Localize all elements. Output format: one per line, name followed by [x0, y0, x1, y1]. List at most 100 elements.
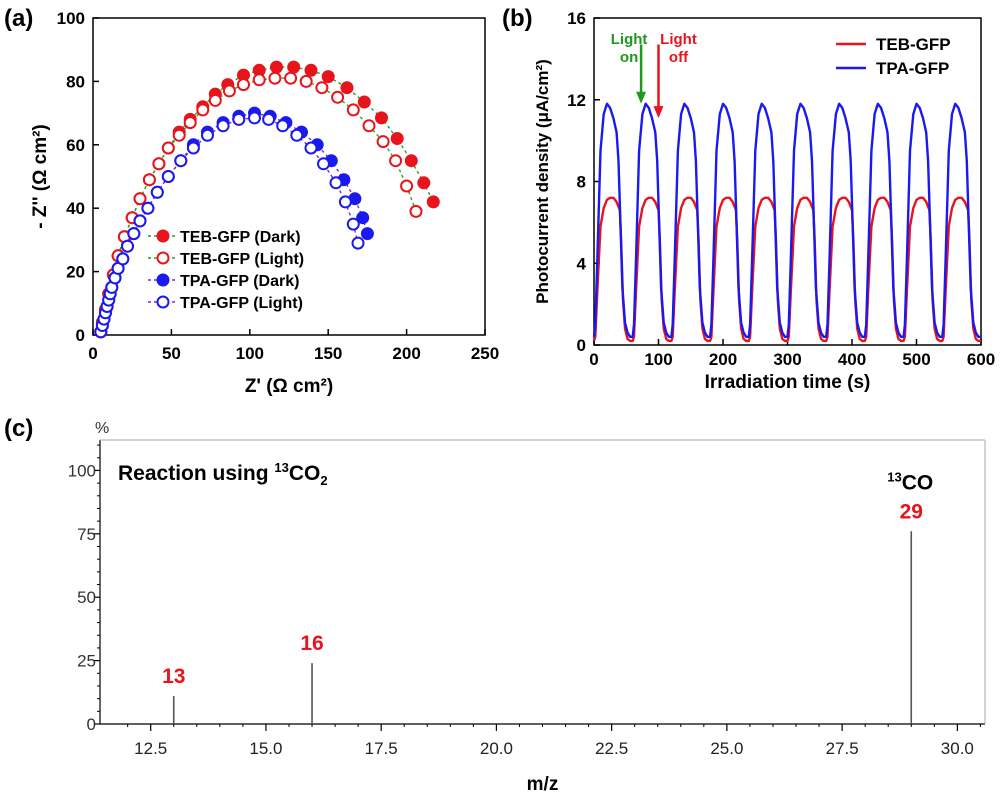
- panel-b-x-tick-label: 200: [709, 350, 737, 369]
- panel-a-series-0-point: [304, 63, 318, 77]
- panel-a-x-tick-label: 250: [471, 344, 499, 363]
- panel-a-y-axis-title: - Z'' (Ω cm²): [30, 124, 51, 228]
- panel-a-series-3-point: [150, 185, 164, 199]
- panel-a-series-1-point: [346, 103, 360, 117]
- panel-a-series-2-point: [360, 227, 374, 241]
- panel-b-x-tick-label: 400: [838, 350, 866, 369]
- panel-a-legend-label: TEB-GFP (Dark): [180, 229, 301, 246]
- panel-a-y-tick-label: 80: [66, 72, 85, 91]
- panel-a-series-1-point: [172, 128, 186, 142]
- panel-b-y-axis-title: Photocurrent density (μA/cm²): [533, 59, 552, 304]
- panel-a-series-1-point: [362, 119, 376, 133]
- panel-a-y-tick-label: 100: [57, 9, 85, 28]
- panel-b-y-tick-label: 0: [577, 336, 586, 355]
- panel-a-legend-marker: [156, 251, 170, 265]
- panel-c-title: Reaction using 13CO2: [118, 460, 328, 488]
- panel-a-series-1-point: [400, 179, 414, 193]
- panel-c-y-tick-label: 25: [77, 652, 96, 671]
- panel-c-y-unit-label: %: [95, 420, 109, 437]
- panel-a-label: (a): [4, 5, 33, 32]
- panel-a-x-tick-label: 50: [162, 344, 181, 363]
- panel-a-series-3-point: [329, 176, 343, 190]
- panel-a-y-tick-label: 20: [66, 263, 85, 282]
- panel-b-series-1-line: [592, 102, 981, 338]
- panel-a-series-1-point: [208, 93, 222, 107]
- panel-b-x-axis-title: Irradiation time (s): [705, 372, 871, 393]
- panel-a-series-0-point: [321, 70, 335, 84]
- panel-a-series-0-point: [340, 81, 354, 95]
- panel-c-x-tick-label: 30.0: [941, 739, 974, 758]
- panel-a-series-2-point: [356, 211, 370, 225]
- panel-c-x-axis-title: m/z: [527, 774, 559, 795]
- panel-c-x-tick-label: 22.5: [595, 739, 628, 758]
- panel-c-title-prefix: Reaction using: [118, 462, 274, 485]
- panel-a-series-0-point: [390, 132, 404, 145]
- panel-a-series-3-point: [248, 111, 261, 125]
- panel-a-series-3-point: [290, 128, 304, 142]
- panel-a-series-0-point: [404, 154, 418, 168]
- panel-a-series-3-point: [161, 170, 175, 183]
- panel-b-x-tick-label: 300: [773, 350, 801, 369]
- panel-a-x-tick-label: 100: [236, 344, 264, 363]
- panel-c-peak-label: 13: [162, 665, 185, 688]
- panel-a-series-1-point: [409, 204, 423, 218]
- panel-b-annotation-arrow-head: [636, 91, 647, 104]
- panel-a-series-3-point: [232, 112, 246, 126]
- panel-c-x-tick-label: 20.0: [480, 739, 513, 758]
- panel-c-y-tick-label: 0: [87, 715, 96, 734]
- panel-a-series-1-point: [222, 84, 236, 98]
- panel-a-series-3-point: [174, 154, 188, 168]
- panel-a-x-tick-label: 0: [88, 344, 97, 363]
- panel-a-series-3-point: [216, 119, 230, 133]
- panel-a-series-3-point: [346, 217, 360, 231]
- panel-c-label: (c): [4, 415, 33, 442]
- panel-b-annotation-label: Light: [611, 31, 648, 48]
- panel-b-annotation-arrow-head: [653, 106, 664, 119]
- panel-a-series-1-point: [133, 192, 147, 206]
- panel-c-peak-label: 29: [900, 500, 923, 523]
- panel-a-legend-marker: [156, 295, 170, 309]
- panel-a-series-3-point: [133, 214, 147, 228]
- panel-c-x-tick-label: 25.0: [710, 739, 743, 758]
- panel-a-series-3-point: [201, 128, 214, 142]
- panel-a-series-1-point: [237, 78, 250, 92]
- panel-c-peak-species-formula: CO: [902, 471, 934, 494]
- panel-c-y-tick-label: 50: [77, 588, 96, 607]
- panel-a-series-3-point: [338, 195, 352, 209]
- panel-c-x-tick-label: 15.0: [249, 739, 282, 758]
- panel-a-series-1-point: [268, 71, 282, 85]
- panel-a-series-3-point: [116, 252, 130, 266]
- panel-a-series-1-point: [376, 135, 390, 149]
- panel-b-legend-label: TEB-GFP: [876, 35, 951, 54]
- panel-a-x-tick-label: 200: [392, 344, 420, 363]
- panel-a-series-3-point: [351, 236, 365, 250]
- panel-a-series-3-point: [141, 201, 155, 215]
- panel-b-x-tick-label: 600: [967, 350, 995, 369]
- panel-a-y-tick-label: 0: [76, 326, 85, 345]
- panel-a-series-0-point: [287, 60, 301, 74]
- panel-a-series-3-point: [262, 112, 276, 126]
- panel-a-y-tick-label: 60: [66, 136, 85, 155]
- panel-a-series-3-point: [121, 239, 134, 253]
- panel-a-series-0-point: [357, 95, 371, 109]
- panel-c-title-formula: CO: [289, 462, 321, 485]
- panel-c-peak-species-label: 13CO: [887, 469, 933, 494]
- panel-b-legend-label: TPA-GFP: [876, 59, 949, 78]
- panel-a-series-1-point: [161, 141, 175, 155]
- panel-a-series-1-point: [389, 154, 403, 168]
- panel-b-series-0-line: [592, 196, 981, 343]
- panel-a-series-0-point: [417, 176, 431, 190]
- panel-b-annotation-label: Light: [660, 31, 697, 48]
- panel-a-legend-label: TPA-GFP (Dark): [180, 273, 299, 290]
- panel-a-series-1-point: [152, 157, 166, 171]
- panel-a-series-0-point: [375, 111, 388, 125]
- panel-c-title-superscript: 13: [274, 460, 288, 475]
- panel-a-legend-marker: [156, 273, 170, 287]
- panel-c-peak-species-superscript: 13: [887, 469, 901, 484]
- panel-a-legend-marker: [156, 229, 170, 243]
- panel-b-y-tick-label: 4: [577, 254, 587, 273]
- panel-c-mass-spectrum: 12.5 15.0 17.5 20.0 22.5 25.0 27.5 30.0 0 25 50 75 1…: [4, 415, 986, 795]
- panel-a-series-1-point: [315, 81, 329, 95]
- panel-a-series-0-point: [426, 195, 440, 209]
